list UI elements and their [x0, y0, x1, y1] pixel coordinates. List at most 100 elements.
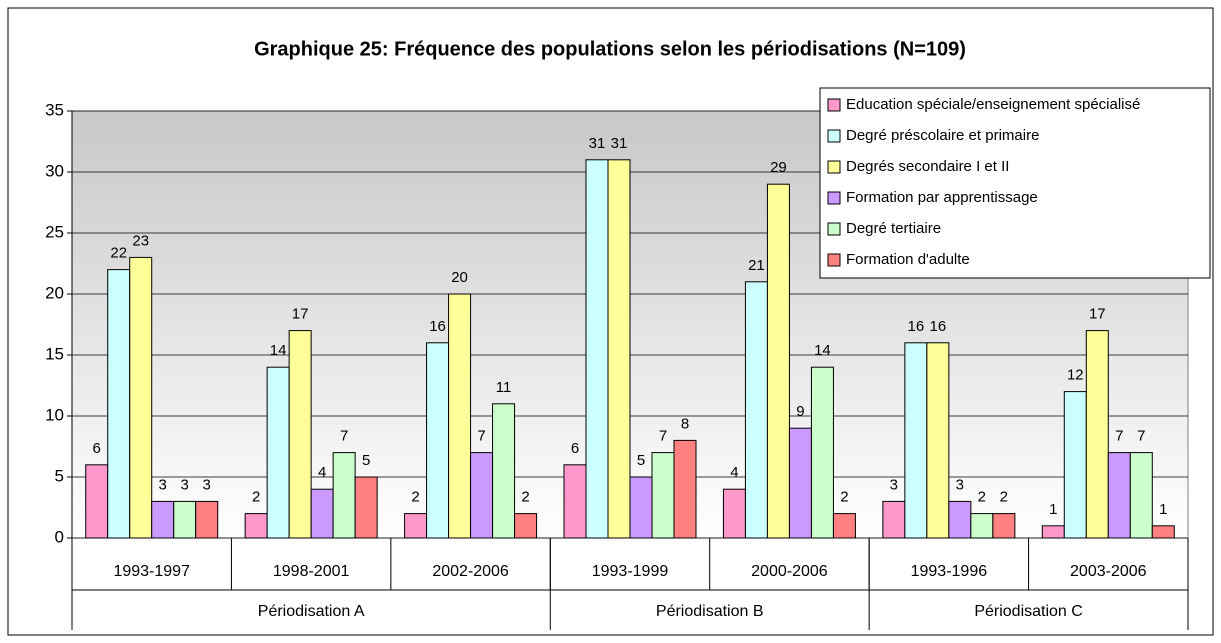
- bar: [404, 513, 428, 539]
- data-label: 17: [292, 306, 309, 323]
- bar: [629, 476, 653, 539]
- legend-swatch: [827, 160, 841, 174]
- x-tick-label: 1998-2001: [273, 563, 350, 580]
- bar: [332, 452, 356, 539]
- data-label: 9: [796, 403, 804, 420]
- group-label: Périodisation C: [974, 603, 1083, 620]
- legend-label: Degré préscolaire et primaire: [846, 127, 1039, 144]
- bar: [1151, 525, 1175, 539]
- data-label: 2: [252, 489, 260, 506]
- bar: [151, 500, 175, 539]
- data-label: 29: [770, 159, 787, 176]
- bar: [744, 281, 768, 539]
- data-label: 6: [93, 440, 101, 457]
- bar: [651, 452, 675, 539]
- bar: [426, 342, 450, 539]
- y-tick-label: 15: [45, 344, 64, 363]
- bar: [85, 464, 109, 539]
- bar: [173, 500, 197, 539]
- group-label: Périodisation B: [656, 603, 764, 620]
- group-label: Périodisation A: [258, 603, 365, 620]
- y-tick-label: 5: [55, 466, 64, 485]
- bar: [310, 488, 334, 539]
- bar: [288, 330, 312, 539]
- bar: [992, 513, 1016, 539]
- data-label: 2: [978, 489, 986, 506]
- data-label: 2: [521, 489, 529, 506]
- bar: [195, 500, 219, 539]
- bar: [607, 159, 631, 539]
- data-label: 16: [429, 318, 446, 335]
- data-label: 5: [362, 452, 370, 469]
- legend-swatch: [827, 222, 841, 236]
- bar: [1041, 525, 1065, 539]
- bar: [722, 488, 746, 539]
- data-label: 1: [1049, 501, 1057, 518]
- bar: [673, 439, 697, 539]
- data-label: 16: [930, 318, 947, 335]
- data-label: 8: [681, 415, 689, 432]
- legend-swatch: [827, 129, 841, 143]
- bar: [766, 183, 790, 539]
- bar: [788, 427, 812, 539]
- data-label: 14: [270, 342, 287, 359]
- data-label: 2: [840, 489, 848, 506]
- y-tick-label: 20: [45, 283, 64, 302]
- data-label: 3: [203, 476, 211, 493]
- x-tick-label: 2003-2006: [1070, 563, 1147, 580]
- data-label: 22: [110, 245, 127, 262]
- data-label: 20: [451, 269, 468, 286]
- data-label: 23: [132, 232, 149, 249]
- data-label: 7: [659, 428, 667, 445]
- legend-label: Formation d'adulte: [846, 251, 970, 268]
- bar: [266, 366, 290, 539]
- data-label: 1: [1159, 501, 1167, 518]
- bar: [1063, 391, 1087, 539]
- data-label: 2: [411, 489, 419, 506]
- data-label: 7: [1137, 428, 1145, 445]
- bar: [904, 342, 928, 539]
- bar: [926, 342, 950, 539]
- data-label: 7: [340, 428, 348, 445]
- bar: [514, 513, 538, 539]
- data-label: 3: [956, 476, 964, 493]
- legend-swatch: [827, 253, 841, 267]
- bar: [1107, 452, 1131, 539]
- bar: [448, 293, 472, 539]
- data-label: 7: [477, 428, 485, 445]
- legend: [819, 87, 1211, 279]
- data-label: 31: [589, 135, 606, 152]
- bar: [563, 464, 587, 539]
- legend-swatch: [827, 191, 841, 205]
- bar: [585, 159, 609, 539]
- legend-swatch: [827, 98, 841, 112]
- x-tick-label: 2002-2006: [432, 563, 509, 580]
- bar: [107, 269, 131, 539]
- bar: [1129, 452, 1153, 539]
- data-label: 21: [748, 257, 765, 274]
- x-tick-label: 2000-2006: [751, 563, 828, 580]
- bar: [882, 500, 906, 539]
- data-label: 3: [159, 476, 167, 493]
- data-label: 6: [571, 440, 579, 457]
- data-label: 16: [908, 318, 925, 335]
- data-label: 14: [814, 342, 831, 359]
- bar: [244, 513, 268, 539]
- bar: [492, 403, 516, 539]
- y-tick-label: 25: [45, 222, 64, 241]
- bar: [354, 476, 378, 539]
- legend-label: Degrés secondaire I et II: [846, 158, 1009, 175]
- bar: [948, 500, 972, 539]
- chart-title: Graphique 25: Fréquence des populations …: [254, 38, 966, 60]
- data-label: 2: [1000, 489, 1008, 506]
- data-label: 31: [611, 135, 628, 152]
- y-tick-label: 30: [45, 161, 64, 180]
- y-tick-label: 10: [45, 405, 64, 424]
- data-label: 7: [1115, 428, 1123, 445]
- bar: [129, 256, 153, 539]
- data-label: 11: [496, 379, 512, 396]
- x-tick-label: 1993-1996: [911, 563, 988, 580]
- x-tick-label: 1993-1999: [592, 563, 669, 580]
- legend-label: Education spéciale/enseignement spéciali…: [846, 96, 1140, 113]
